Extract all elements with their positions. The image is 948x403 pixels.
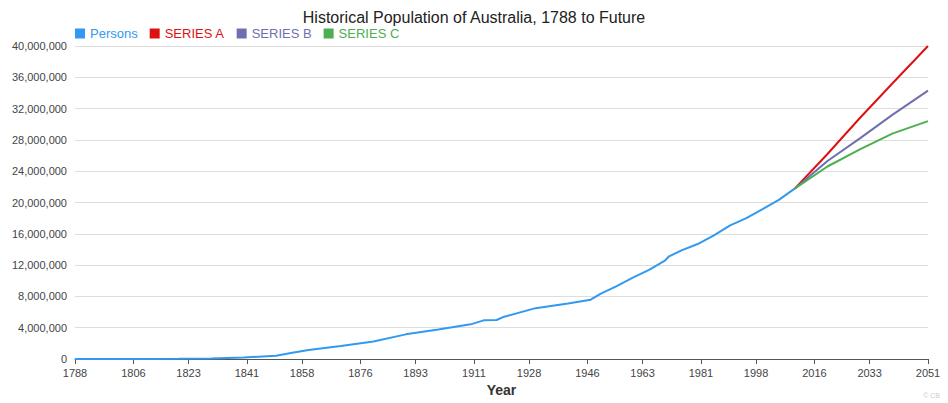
- svg-text:16,000,000: 16,000,000: [12, 228, 67, 240]
- svg-text:2016: 2016: [802, 367, 826, 379]
- svg-text:Persons: Persons: [90, 26, 138, 41]
- svg-text:32,000,000: 32,000,000: [12, 103, 67, 115]
- svg-text:40,000,000: 40,000,000: [12, 40, 67, 52]
- svg-text:2051: 2051: [916, 367, 940, 379]
- svg-text:1981: 1981: [689, 367, 713, 379]
- svg-text:24,000,000: 24,000,000: [12, 165, 67, 177]
- svg-text:1946: 1946: [575, 367, 599, 379]
- svg-text:1998: 1998: [744, 367, 768, 379]
- svg-text:SERIES C: SERIES C: [339, 26, 400, 41]
- svg-text:1858: 1858: [290, 367, 314, 379]
- svg-text:Year: Year: [487, 382, 517, 398]
- svg-text:1841: 1841: [235, 367, 259, 379]
- svg-text:1806: 1806: [121, 367, 145, 379]
- svg-text:1893: 1893: [403, 367, 427, 379]
- svg-text:36,000,000: 36,000,000: [12, 71, 67, 83]
- svg-text:1823: 1823: [176, 367, 200, 379]
- svg-text:8,000,000: 8,000,000: [18, 290, 67, 302]
- svg-text:Historical Population of Austr: Historical Population of Australia, 1788…: [303, 9, 646, 26]
- svg-text:4,000,000: 4,000,000: [18, 322, 67, 334]
- svg-text:SERIES B: SERIES B: [252, 26, 312, 41]
- svg-text:2033: 2033: [857, 367, 881, 379]
- svg-text:1928: 1928: [517, 367, 541, 379]
- svg-text:28,000,000: 28,000,000: [12, 134, 67, 146]
- svg-text:© CB: © CB: [923, 392, 940, 399]
- svg-text:1788: 1788: [63, 367, 87, 379]
- svg-text:1911: 1911: [462, 367, 486, 379]
- svg-text:0: 0: [61, 353, 67, 365]
- svg-text:1963: 1963: [630, 367, 654, 379]
- svg-text:SERIES A: SERIES A: [165, 26, 225, 41]
- svg-text:20,000,000: 20,000,000: [12, 197, 67, 209]
- svg-text:12,000,000: 12,000,000: [12, 259, 67, 271]
- svg-text:1876: 1876: [348, 367, 372, 379]
